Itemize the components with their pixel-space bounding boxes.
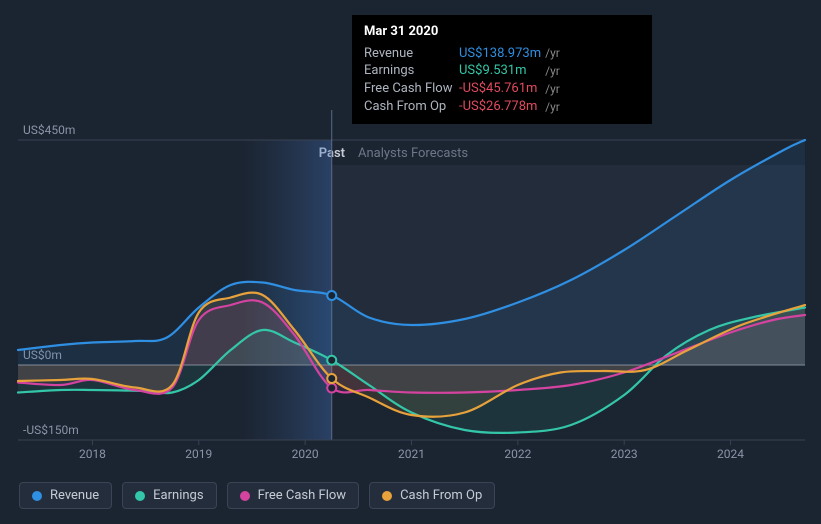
- legend-swatch: [135, 491, 145, 501]
- tooltip-date: Mar 31 2020: [364, 23, 640, 41]
- x-axis-label: 2020: [292, 447, 319, 461]
- x-axis-label: 2019: [185, 447, 212, 461]
- tooltip-row-value: US$9.531m: [459, 62, 545, 80]
- x-axis-label: 2024: [717, 447, 744, 461]
- legend-swatch: [382, 491, 392, 501]
- legend-label: Revenue: [50, 488, 99, 503]
- tooltip-row-unit: /yr: [545, 98, 564, 116]
- tooltip-row-label: Earnings: [364, 62, 459, 80]
- tooltip-row-label: Free Cash Flow: [364, 80, 459, 98]
- tooltip-row-label: Cash From Op: [364, 98, 459, 116]
- tooltip-row-unit: /yr: [545, 45, 564, 63]
- legend-swatch: [240, 491, 250, 501]
- legend-label: Cash From Op: [400, 488, 482, 503]
- legend: Revenue Earnings Free Cash Flow Cash From O…: [19, 482, 495, 509]
- y-axis-label: US$450m: [23, 123, 75, 137]
- legend-item-earnings[interactable]: Earnings: [122, 482, 216, 509]
- x-axis-label: 2023: [611, 447, 638, 461]
- tooltip-row-value: -US$45.761m: [459, 80, 545, 98]
- chart-tooltip: Mar 31 2020 RevenueUS$138.973m/yr Earning…: [352, 15, 652, 124]
- legend-swatch: [32, 491, 42, 501]
- tooltip-row-unit: /yr: [545, 80, 564, 98]
- y-axis-label: -US$150m: [23, 423, 79, 437]
- tooltip-row-value: -US$26.778m: [459, 98, 545, 116]
- tooltip-table: RevenueUS$138.973m/yr EarningsUS$9.531m/y…: [364, 45, 564, 116]
- tooltip-row-label: Revenue: [364, 45, 459, 63]
- tooltip-row-unit: /yr: [545, 62, 564, 80]
- x-axis-label: 2022: [504, 447, 531, 461]
- legend-label: Earnings: [153, 488, 203, 503]
- tooltip-row-value: US$138.973m: [459, 45, 545, 63]
- legend-item-revenue[interactable]: Revenue: [19, 482, 112, 509]
- legend-item-free-cash-flow[interactable]: Free Cash Flow: [227, 482, 359, 509]
- legend-label: Free Cash Flow: [258, 488, 346, 503]
- x-axis-label: 2021: [398, 447, 425, 461]
- x-axis-label: 2018: [79, 447, 106, 461]
- legend-item-cash-from-op[interactable]: Cash From Op: [369, 482, 495, 509]
- earnings-chart: Mar 31 2020 RevenueUS$138.973m/yrEarning…: [0, 0, 821, 524]
